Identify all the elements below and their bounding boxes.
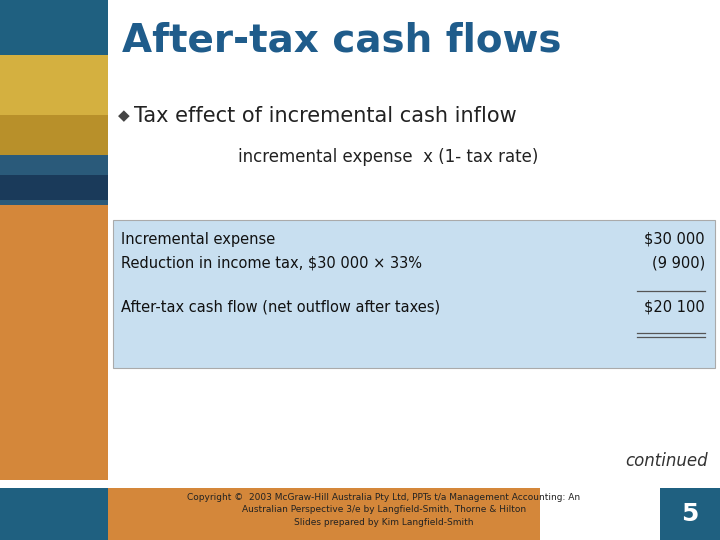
Text: incremental expense  x (1- tax rate): incremental expense x (1- tax rate)	[238, 148, 539, 166]
Bar	[113, 220, 715, 368]
Text: ◆: ◆	[118, 108, 130, 123]
Bar	[660, 488, 720, 540]
Text: Reduction in income tax, $30 000 × 33%: Reduction in income tax, $30 000 × 33%	[121, 256, 422, 271]
Bar	[108, 488, 540, 540]
Text: Tax effect of incremental cash inflow: Tax effect of incremental cash inflow	[134, 106, 517, 126]
Text: Copyright ©  2003 McGraw-Hill Australia Pty Ltd, PPTs t/a Management Accounting:: Copyright © 2003 McGraw-Hill Australia P…	[187, 493, 580, 527]
Text: 5: 5	[681, 502, 698, 526]
Bar	[0, 175, 108, 200]
Bar	[0, 0, 108, 55]
Text: continued: continued	[626, 452, 708, 470]
Text: Incremental expense: Incremental expense	[121, 232, 275, 247]
Bar	[0, 200, 108, 480]
Text: After-tax cash flow (net outflow after taxes): After-tax cash flow (net outflow after t…	[121, 300, 440, 315]
Bar	[0, 155, 108, 205]
Text: After-tax cash flows: After-tax cash flows	[122, 22, 562, 60]
Bar	[0, 55, 108, 200]
Text: $30 000: $30 000	[644, 232, 705, 247]
Text: $20 100: $20 100	[644, 300, 705, 315]
Bar	[0, 488, 108, 540]
Bar	[0, 55, 108, 115]
Text: (9 900): (9 900)	[652, 256, 705, 271]
